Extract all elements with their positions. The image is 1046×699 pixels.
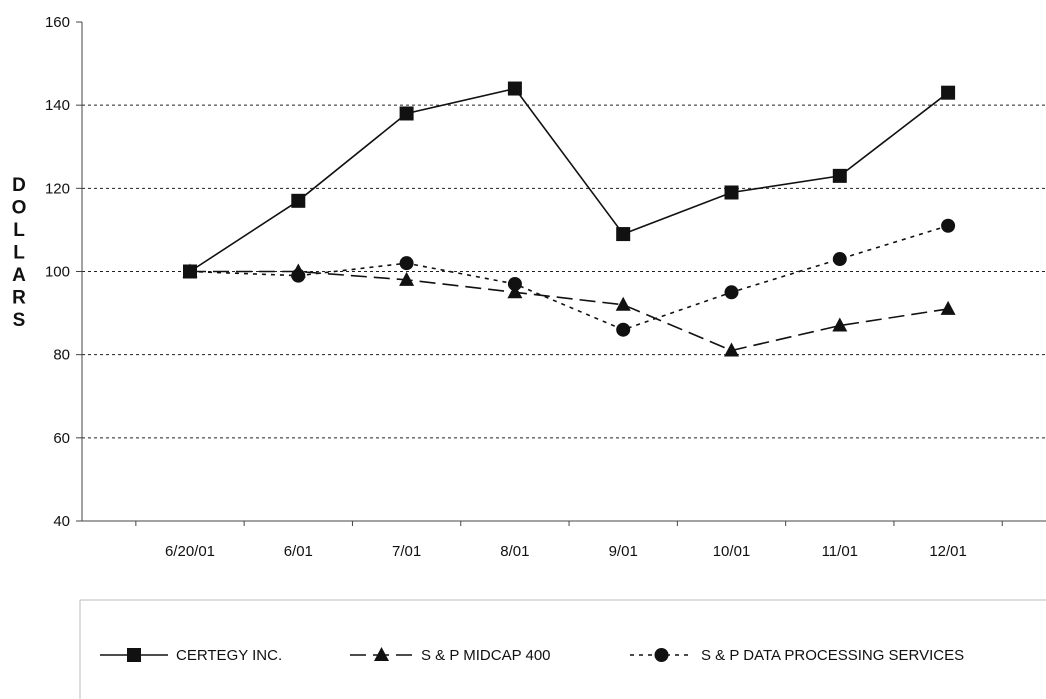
y-tick-label: 140	[45, 97, 70, 114]
legend: CERTEGY INC. S & P MIDCAP 400 S & P DATA P…	[79, 599, 1046, 699]
data-point	[724, 285, 739, 300]
y-tick-label: 120	[45, 180, 70, 197]
x-tick-labels: 6/20/01 6/01 7/01 8/01 9/01 10/01 11/01 12/01	[165, 543, 967, 560]
data-point	[941, 85, 956, 100]
x-tick-label: 12/01	[929, 543, 967, 560]
series	[182, 81, 956, 357]
data-point	[507, 81, 522, 96]
y-axis-label-letter: R	[12, 288, 26, 309]
y-tick-label: 60	[53, 430, 70, 447]
legend-label: S & P DATA PROCESSING SERVICES	[701, 647, 964, 664]
legend-marker	[374, 647, 389, 661]
x-tick-label: 6/01	[284, 543, 313, 560]
data-point	[291, 193, 306, 208]
y-tick-label: 100	[45, 264, 70, 281]
data-point	[616, 322, 631, 337]
y-tick-labels: 40 60 80 100 120 140 160	[45, 14, 70, 530]
data-point	[616, 227, 631, 242]
series-line	[190, 270, 949, 352]
data-point	[507, 284, 523, 299]
x-tick-label: 9/01	[609, 543, 638, 560]
y-axis-label-letter: L	[13, 243, 25, 264]
y-tick-label: 160	[45, 14, 70, 31]
data-point	[940, 300, 956, 315]
data-point	[615, 296, 631, 311]
y-axis-label-letter: D	[12, 175, 26, 196]
data-point	[724, 185, 739, 200]
x-tick-label: 6/20/01	[165, 543, 215, 560]
data-point	[832, 317, 848, 332]
data-point	[832, 168, 847, 183]
legend-label: S & P MIDCAP 400	[421, 647, 551, 664]
y-tick-label: 80	[53, 347, 70, 364]
data-point	[724, 342, 739, 357]
legend-label: CERTEGY INC.	[176, 647, 282, 664]
x-tick-label: 8/01	[500, 543, 529, 560]
data-point	[399, 106, 414, 121]
y-axis-label-letter: S	[13, 310, 26, 331]
x-tick-label: 7/01	[392, 543, 421, 560]
y-axis-label-letter: A	[12, 265, 26, 286]
x-tick-label: 11/01	[822, 543, 858, 560]
legend-marker	[127, 648, 141, 662]
data-point	[183, 264, 197, 279]
data-point	[507, 276, 522, 291]
y-tick-label: 40	[53, 513, 70, 530]
y-axis-label-letter: L	[13, 220, 25, 241]
data-point	[832, 252, 847, 267]
data-point	[399, 271, 415, 286]
x-tick-label: 10/01	[713, 543, 751, 560]
gridlines	[82, 104, 1046, 439]
legend-marker	[654, 648, 669, 662]
series-line	[189, 87, 949, 273]
axes	[76, 21, 1046, 526]
data-point	[399, 256, 414, 271]
data-point	[941, 218, 956, 233]
y-axis-label-letter: O	[12, 198, 27, 219]
data-point	[290, 263, 306, 278]
